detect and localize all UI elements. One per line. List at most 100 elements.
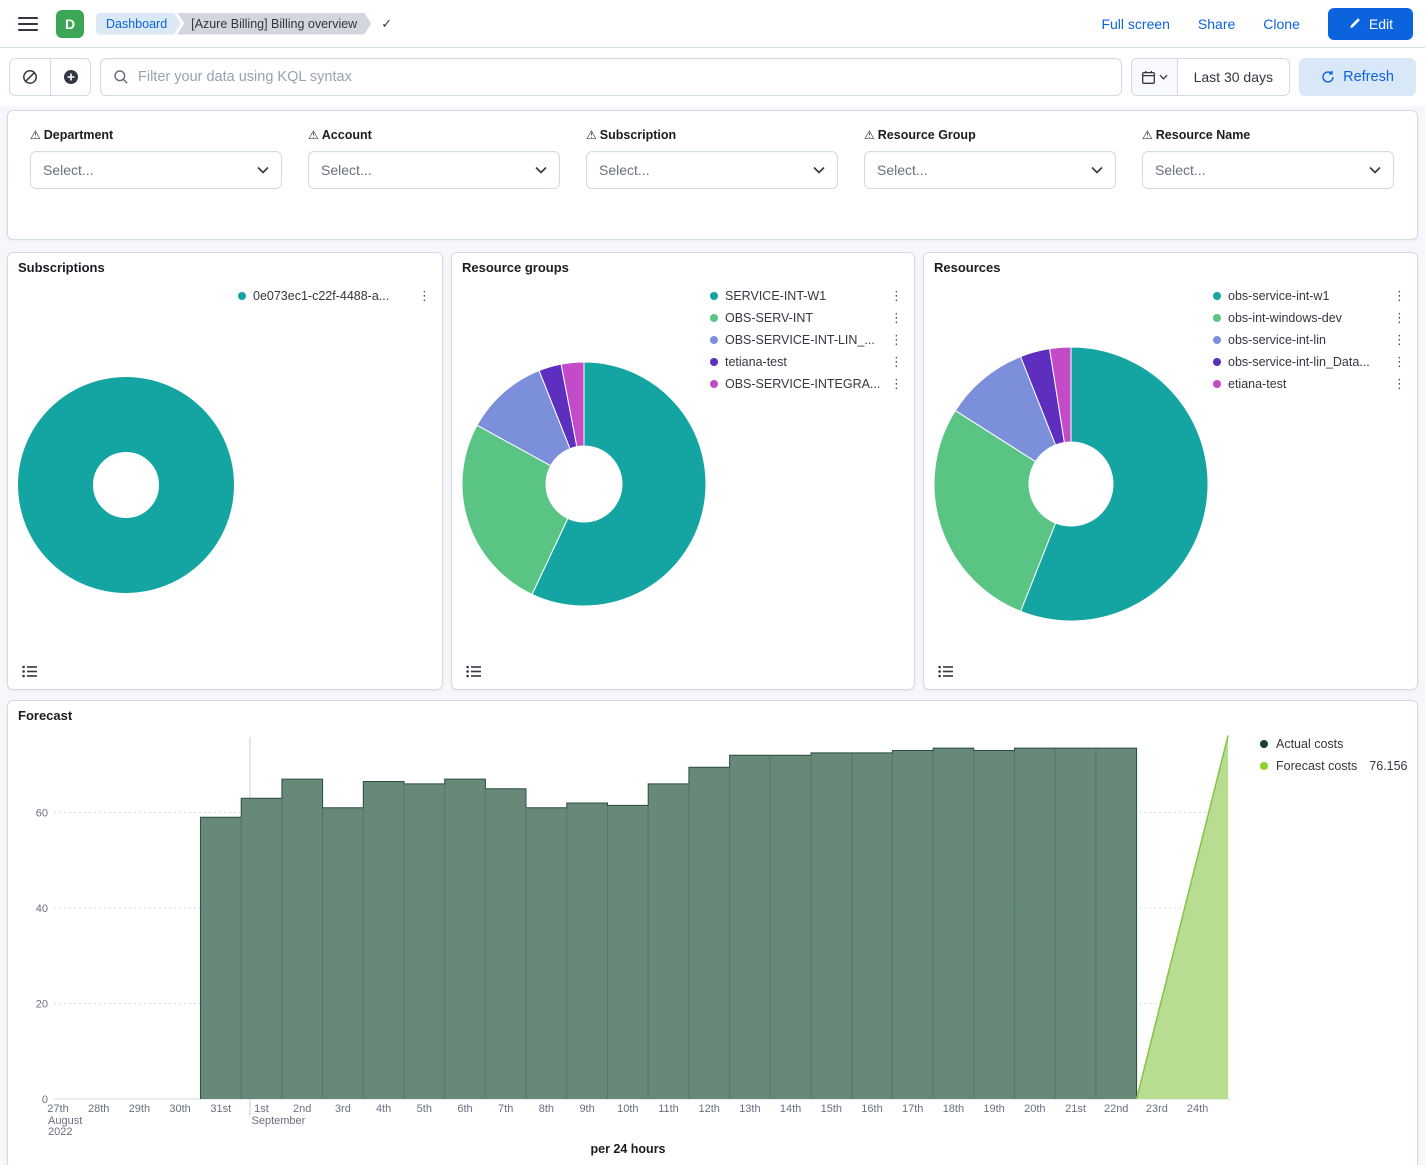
legend-options-icon[interactable]: ⋮ — [1393, 310, 1406, 325]
chevron-down-icon — [813, 166, 825, 174]
refresh-button[interactable]: Refresh — [1299, 58, 1416, 96]
chevron-down-icon — [535, 166, 547, 174]
refresh-button-label: Refresh — [1343, 69, 1394, 85]
legend-value: 76.156 — [1369, 759, 1408, 773]
add-control-icon[interactable] — [50, 59, 90, 95]
legend-item[interactable]: obs-service-int-w1 ⋮ — [1213, 285, 1406, 307]
legend-label: OBS-SERV-INT — [725, 311, 813, 325]
svg-text:17th: 17th — [902, 1103, 923, 1115]
legend-options-icon[interactable]: ⋮ — [1393, 332, 1406, 347]
filter-label: ⚠ Resource Name — [1142, 128, 1394, 142]
legend-color-dot — [1260, 762, 1268, 770]
top-actions: Full screen Share Clone Edit — [1101, 7, 1413, 40]
legend-color-dot — [1213, 380, 1221, 388]
legend-options-icon[interactable]: ⋮ — [890, 354, 903, 369]
warning-icon: ⚠ — [1142, 128, 1153, 142]
legend-label: obs-service-int-lin_Data... — [1228, 355, 1370, 369]
legend-options-icon[interactable]: ⋮ — [1393, 376, 1406, 391]
legend-item[interactable]: 0e073ec1-c22f-4488-a... ⋮ — [238, 285, 431, 307]
filter-select[interactable]: Select... — [586, 151, 838, 189]
legend-toggle-icon[interactable] — [22, 665, 38, 681]
legend-item[interactable]: obs-service-int-lin_Data... ⋮ — [1213, 351, 1406, 373]
svg-text:27th: 27th — [47, 1103, 68, 1115]
legend-item[interactable]: obs-int-windows-dev ⋮ — [1213, 307, 1406, 329]
svg-text:24th: 24th — [1187, 1103, 1208, 1115]
filter-select-value: Select... — [599, 162, 650, 178]
clone-button[interactable]: Clone — [1263, 15, 1300, 32]
svg-text:8th: 8th — [539, 1103, 554, 1115]
svg-text:14th: 14th — [780, 1103, 801, 1115]
panel-title: Subscriptions — [18, 260, 105, 275]
svg-text:21st: 21st — [1065, 1103, 1086, 1115]
breadcrumb-current-page[interactable]: [Azure Billing] Billing overview — [177, 13, 371, 35]
svg-text:10th: 10th — [617, 1103, 638, 1115]
chevron-down-icon — [1091, 166, 1103, 174]
svg-text:3rd: 3rd — [335, 1103, 351, 1115]
full-screen-button[interactable]: Full screen — [1101, 15, 1170, 32]
svg-text:31st: 31st — [210, 1103, 231, 1115]
kql-search-input[interactable] — [138, 69, 1109, 85]
legend-item[interactable]: SERVICE-INT-W1 ⋮ — [710, 285, 903, 307]
legend-item[interactable]: tetiana-test ⋮ — [710, 351, 903, 373]
svg-text:September: September — [252, 1115, 306, 1127]
svg-text:23rd: 23rd — [1146, 1103, 1168, 1115]
filter-control: ⚠ Department Select... — [30, 128, 282, 189]
legend-toggle-icon[interactable] — [938, 665, 954, 681]
legend-options-icon[interactable]: ⋮ — [890, 376, 903, 391]
avatar[interactable]: D — [56, 9, 84, 38]
legend-toggle-icon[interactable] — [466, 665, 482, 681]
filter-select[interactable]: Select... — [308, 151, 560, 189]
legend-label: obs-service-int-lin — [1228, 333, 1326, 347]
svg-text:20: 20 — [36, 999, 48, 1011]
legend-options-icon[interactable]: ⋮ — [1393, 354, 1406, 369]
svg-text:August: August — [48, 1115, 82, 1127]
filter-select[interactable]: Select... — [30, 151, 282, 189]
svg-text:6th: 6th — [457, 1103, 472, 1115]
resource-groups-donut-chart[interactable] — [452, 253, 914, 689]
svg-text:2nd: 2nd — [293, 1103, 311, 1115]
filter-label: ⚠ Account — [308, 128, 560, 142]
legend-options-icon[interactable]: ⋮ — [890, 310, 903, 325]
svg-text:11th: 11th — [658, 1103, 679, 1115]
legend-item[interactable]: OBS-SERV-INT ⋮ — [710, 307, 903, 329]
breadcrumb: Dashboard [Azure Billing] Billing overvi… — [96, 13, 392, 35]
filter-select[interactable]: Select... — [1142, 151, 1394, 189]
legend-options-icon[interactable]: ⋮ — [1393, 288, 1406, 303]
legend-options-icon[interactable]: ⋮ — [890, 288, 903, 303]
warning-icon: ⚠ — [864, 128, 875, 142]
filter-label: ⚠ Subscription — [586, 128, 838, 142]
share-button[interactable]: Share — [1197, 15, 1236, 32]
svg-text:60: 60 — [36, 808, 48, 820]
calendar-icon[interactable] — [1131, 59, 1178, 95]
panel-title: Resources — [934, 260, 1001, 275]
legend-item[interactable]: OBS-SERVICE-INTEGRA... ⋮ — [710, 373, 903, 395]
legend-item[interactable]: etiana-test ⋮ — [1213, 373, 1406, 395]
edit-button[interactable]: Edit — [1327, 7, 1413, 40]
legend-label: OBS-SERVICE-INT-LIN_... — [725, 333, 875, 347]
legend-color-dot — [710, 292, 718, 300]
filter-select[interactable]: Select... — [864, 151, 1116, 189]
menu-icon[interactable] — [18, 16, 38, 31]
legend-color-dot — [710, 336, 718, 344]
resources-donut-chart[interactable] — [924, 253, 1417, 689]
subscriptions-donut-chart[interactable] — [8, 253, 442, 689]
legend-item[interactable]: OBS-SERVICE-INT-LIN_... ⋮ — [710, 329, 903, 351]
x-axis-title: per 24 hours — [590, 1142, 666, 1156]
time-range-button[interactable]: Last 30 days — [1193, 69, 1273, 85]
legend-item[interactable]: obs-service-int-lin ⋮ — [1213, 329, 1406, 351]
legend-options-icon[interactable]: ⋮ — [890, 332, 903, 347]
svg-text:16th: 16th — [861, 1103, 882, 1115]
legend-color-dot — [710, 314, 718, 322]
breadcrumb-dashboard[interactable]: Dashboard — [96, 13, 181, 35]
controls-icon[interactable] — [10, 59, 50, 95]
legend-options-icon[interactable]: ⋮ — [418, 288, 431, 303]
legend-item[interactable]: Actual costs — [1260, 733, 1408, 755]
forecast-area-chart[interactable]: 0 20 40 60 27th 28th 29th 30th 31st 1st 2nd 3rd 4th 5… — [8, 727, 1248, 1139]
resource-groups-panel: Resource groups SERVICE-INT-W1 ⋮ OBS-SER… — [451, 252, 915, 690]
svg-text:7th: 7th — [498, 1103, 513, 1115]
legend-item[interactable]: Forecast costs 76.156 — [1260, 755, 1408, 777]
svg-text:29th: 29th — [129, 1103, 150, 1115]
legend-label: Actual costs — [1276, 737, 1344, 751]
legend-color-dot — [238, 292, 246, 300]
search-icon — [114, 70, 128, 84]
